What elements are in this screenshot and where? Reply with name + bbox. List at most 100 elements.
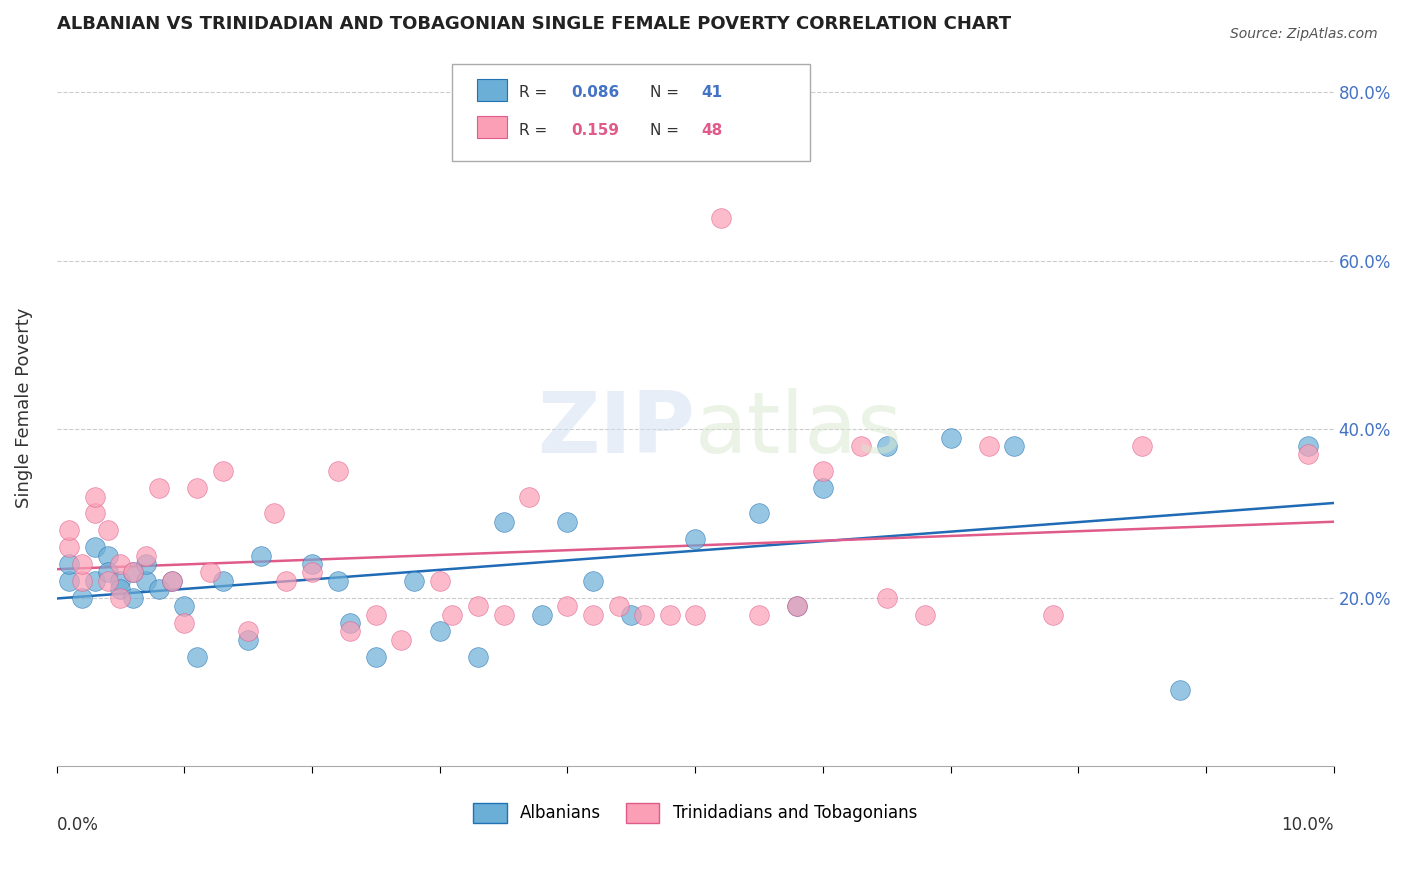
Point <box>620 607 643 622</box>
Point <box>1130 439 1153 453</box>
Point <box>1296 447 1319 461</box>
Point <box>84 490 107 504</box>
Text: ZIP: ZIP <box>537 388 695 471</box>
Text: ALBANIAN VS TRINIDADIAN AND TOBAGONIAN SINGLE FEMALE POVERTY CORRELATION CHART: ALBANIAN VS TRINIDADIAN AND TOBAGONIAN S… <box>56 15 1011 33</box>
Point <box>582 574 605 588</box>
Point <box>110 582 132 597</box>
Point <box>339 624 361 639</box>
Point <box>326 574 349 588</box>
Point <box>517 490 540 504</box>
Point <box>301 566 323 580</box>
Point <box>467 649 489 664</box>
Point <box>441 607 464 622</box>
Point <box>97 566 120 580</box>
Point <box>977 439 1000 453</box>
Point <box>849 439 872 453</box>
Point <box>429 624 451 639</box>
Point <box>122 566 145 580</box>
Point <box>84 574 107 588</box>
Point <box>467 599 489 614</box>
Point <box>173 615 195 630</box>
Point <box>1296 439 1319 453</box>
Point <box>211 574 233 588</box>
Legend: Albanians, Trinidadians and Tobagonians: Albanians, Trinidadians and Tobagonians <box>467 796 924 830</box>
Point <box>582 607 605 622</box>
Point <box>198 566 221 580</box>
Point <box>186 649 208 664</box>
Point <box>173 599 195 614</box>
Point <box>58 557 80 571</box>
Point <box>58 524 80 538</box>
Text: 41: 41 <box>702 86 723 100</box>
Point <box>811 464 834 478</box>
FancyBboxPatch shape <box>477 78 508 101</box>
Point <box>135 557 157 571</box>
Point <box>250 549 273 563</box>
Point <box>97 524 120 538</box>
Point <box>557 599 579 614</box>
Point <box>276 574 298 588</box>
Text: 0.0%: 0.0% <box>56 816 98 835</box>
Point <box>160 574 183 588</box>
FancyBboxPatch shape <box>477 116 508 138</box>
Point <box>633 607 655 622</box>
Point <box>939 431 962 445</box>
Point <box>876 439 898 453</box>
Point <box>97 574 120 588</box>
Point <box>238 624 260 639</box>
Point <box>404 574 426 588</box>
Y-axis label: Single Female Poverty: Single Female Poverty <box>15 308 32 508</box>
Point <box>148 582 170 597</box>
Point <box>326 464 349 478</box>
Point <box>683 532 706 546</box>
Text: atlas: atlas <box>695 388 903 471</box>
Point <box>492 607 515 622</box>
Point <box>786 599 808 614</box>
Point <box>1002 439 1025 453</box>
Point <box>710 211 733 226</box>
Point <box>238 632 260 647</box>
Point <box>1042 607 1064 622</box>
Point <box>263 507 285 521</box>
Text: 10.0%: 10.0% <box>1281 816 1334 835</box>
Point <box>70 574 93 588</box>
Point <box>110 574 132 588</box>
Point <box>70 591 93 605</box>
Text: N =: N = <box>651 86 685 100</box>
Point <box>748 607 770 622</box>
Point <box>301 557 323 571</box>
Text: Source: ZipAtlas.com: Source: ZipAtlas.com <box>1230 27 1378 41</box>
Point <box>84 540 107 554</box>
Point <box>748 507 770 521</box>
Text: R =: R = <box>519 86 553 100</box>
Point <box>122 566 145 580</box>
FancyBboxPatch shape <box>453 64 810 161</box>
Point <box>658 607 681 622</box>
Point <box>110 591 132 605</box>
Text: 48: 48 <box>702 122 723 137</box>
Point <box>110 557 132 571</box>
Point <box>135 574 157 588</box>
Point <box>429 574 451 588</box>
Point <box>58 574 80 588</box>
Point <box>1170 683 1192 698</box>
Point <box>364 607 387 622</box>
Point <box>186 481 208 495</box>
Point <box>811 481 834 495</box>
Point <box>530 607 553 622</box>
Point <box>607 599 630 614</box>
Point <box>364 649 387 664</box>
Text: 0.159: 0.159 <box>571 122 619 137</box>
Text: 0.086: 0.086 <box>571 86 620 100</box>
Point <box>97 549 120 563</box>
Point <box>70 557 93 571</box>
Point <box>122 591 145 605</box>
Point <box>211 464 233 478</box>
Point <box>58 540 80 554</box>
Text: R =: R = <box>519 122 553 137</box>
Point <box>135 549 157 563</box>
Point <box>914 607 936 622</box>
Point <box>160 574 183 588</box>
Point <box>557 515 579 529</box>
Point <box>84 507 107 521</box>
